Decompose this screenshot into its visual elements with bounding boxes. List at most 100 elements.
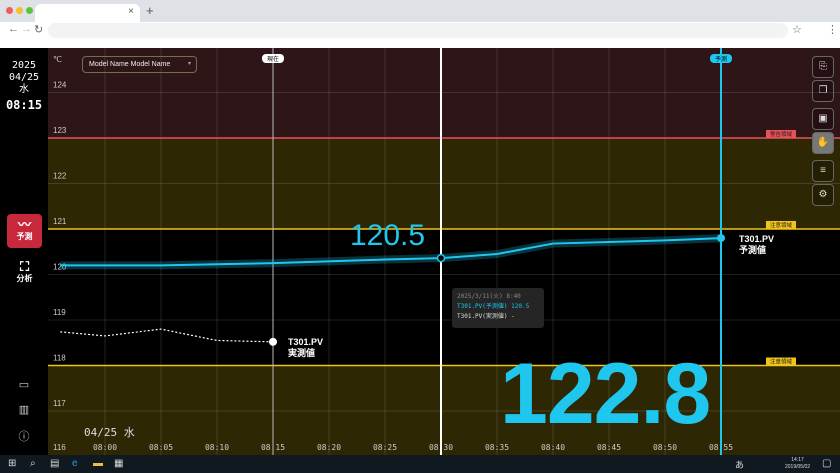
maximize-window-button[interactable] <box>26 7 33 14</box>
now-badge <box>262 54 284 63</box>
date-label: 04/25 水 <box>84 426 135 439</box>
model-select[interactable]: Model Name Model Name ▾ <box>82 56 197 73</box>
nav-bar: ← → ↻ ☆ ⋮ <box>0 22 840 39</box>
browser-tab[interactable]: × <box>35 4 140 22</box>
x-tick-label: 08:00 <box>93 443 117 452</box>
close-window-button[interactable] <box>6 7 13 14</box>
y-tick-label: 123 <box>53 126 67 135</box>
nav-forecast[interactable]: 〰 予測 <box>7 214 42 248</box>
tooltip: 2025/3/11(火) 8:40 T301.PV(予測値) 120.5 T30… <box>452 288 544 328</box>
tab-bar: × + <box>0 0 840 22</box>
zone-badge-label: 注意領域 <box>770 221 793 229</box>
forecast-badge <box>710 54 732 63</box>
store-icon[interactable]: ▦ <box>114 458 124 469</box>
forecast-sub: 予測値 <box>739 245 767 255</box>
x-tick-label: 08:20 <box>317 443 341 452</box>
taskbar: ⊞ ⌕ ▤ e ▬ ▦ あ 14:17 2019/05/02 ▢ <box>0 455 840 473</box>
task-view-icon[interactable]: ▤ <box>50 458 60 469</box>
current-value: 120.5 <box>350 219 426 252</box>
address-bar[interactable] <box>48 23 788 38</box>
x-tick-label: 08:05 <box>149 443 173 452</box>
chevron-down-icon: ▾ <box>187 61 191 67</box>
tooltip-forecast: T301.PV(予測値) 120.5 <box>457 303 530 310</box>
notification-icon[interactable]: ▢ <box>822 458 832 469</box>
forecast-end-point <box>717 234 725 243</box>
chat-icon[interactable]: ▭ <box>18 379 30 391</box>
zone-badge <box>766 130 796 138</box>
trend-line-icon: 〰 <box>17 217 31 232</box>
copy-icon[interactable]: ❐ <box>812 80 834 102</box>
edge-icon[interactable]: e <box>72 458 78 469</box>
x-tick-label: 08:10 <box>205 443 229 452</box>
focus-icon: ⛶ <box>19 259 30 274</box>
browser-chrome: × + ← → ↻ ☆ ⋮ <box>0 0 840 48</box>
search-icon[interactable]: ⌕ <box>30 458 36 469</box>
close-tab-icon[interactable]: × <box>128 6 134 17</box>
zone-badge <box>766 221 796 229</box>
actual-tag: T301.PV <box>288 337 324 347</box>
y-tick-label: 121 <box>53 217 67 226</box>
now-badge-label: 現在 <box>267 55 279 63</box>
frame-icon[interactable]: ▣ <box>812 108 834 130</box>
x-tick-label: 08:40 <box>541 443 565 452</box>
zone-badge <box>766 357 796 366</box>
hand-icon[interactable]: ✋ <box>812 132 834 154</box>
system-clock[interactable]: 14:17 2019/05/02 <box>785 457 810 471</box>
trend-chart[interactable]: 116 117 118 119 120 121 122 123 124 ℃ 08:00 08:05 08… <box>48 48 840 455</box>
menu-icon[interactable]: ⋮ <box>827 24 838 36</box>
forecast-badge-label: 予測 <box>715 55 727 63</box>
list-icon[interactable]: ≡ <box>812 160 834 182</box>
y-tick-label: 119 <box>53 308 66 317</box>
actual-series-label: T301.PV 実測値 <box>288 337 323 359</box>
cursor-point <box>436 253 446 263</box>
bookmark-icon[interactable]: ⎘ <box>812 56 834 78</box>
forecast-series-label: T301.PV 予測値 <box>739 234 774 256</box>
forward-icon[interactable]: → <box>21 23 32 35</box>
tray-date: 2019/05/02 <box>785 464 811 470</box>
x-tick-label: 08:50 <box>653 443 677 452</box>
zone-badge-label: 注意領域 <box>770 358 793 366</box>
minimize-window-button[interactable] <box>16 7 23 14</box>
warning-zone <box>48 48 840 138</box>
y-tick-label: 120 <box>53 263 67 272</box>
nav-analysis-label: 分析 <box>16 274 33 283</box>
sidebar: 2025 04/25 水 08:15 〰 予測 ⛶ 分析 ▭ ▥ ⓘ <box>0 48 48 455</box>
y-tick-label: 118 <box>53 354 66 363</box>
ime-indicator[interactable]: あ <box>735 460 745 470</box>
tooltip-actual: T301.PV(実測値) - <box>457 313 515 320</box>
big-value: 122.8 <box>500 346 711 442</box>
windows-start-icon[interactable]: ⊞ <box>8 458 17 469</box>
x-tick-label: 08:25 <box>373 443 397 452</box>
y-tick-label: 122 <box>53 172 67 181</box>
explorer-icon[interactable]: ▬ <box>93 458 103 469</box>
forecast-tag: T301.PV <box>739 234 775 244</box>
bar-chart-icon[interactable]: ▥ <box>18 404 30 416</box>
weekday: 水 <box>19 84 29 95</box>
y-tick-label: 124 <box>53 81 67 90</box>
actual-series <box>60 328 274 343</box>
new-tab-button[interactable]: + <box>146 3 154 18</box>
year: 2025 <box>11 60 37 71</box>
nav-analysis[interactable]: ⛶ 分析 <box>7 256 42 290</box>
date: 04/25 <box>8 72 40 83</box>
toolbar: ⎘ ❐ ▣ ✋ ≡ ⚙ <box>812 56 834 208</box>
back-icon[interactable]: ← <box>8 23 19 35</box>
tray-time: 14:17 <box>791 457 804 463</box>
help-icon[interactable]: ⓘ <box>18 431 30 443</box>
app: 116 117 118 119 120 121 122 123 124 ℃ 08:00 08:05 08… <box>0 48 840 455</box>
nav-forecast-label: 予測 <box>16 232 33 241</box>
y-axis-unit: ℃ <box>53 55 62 64</box>
bookmark-star-icon[interactable]: ☆ <box>792 24 802 36</box>
clock: 08:15 <box>5 98 43 112</box>
zone-badge-label: 警告領域 <box>770 130 793 138</box>
reload-icon[interactable]: ↻ <box>34 24 44 36</box>
y-tick-label: 117 <box>53 399 66 408</box>
gear-icon[interactable]: ⚙ <box>812 184 834 206</box>
actual-end-point <box>269 337 277 346</box>
caution-zone-lower <box>48 365 840 455</box>
caution-zone-upper <box>48 138 840 229</box>
tooltip-time: 2025/3/11(火) 8:40 <box>457 293 521 300</box>
model-select-value: Model Name Model Name <box>89 61 171 68</box>
x-tick-label: 08:35 <box>485 443 509 452</box>
actual-sub: 実測値 <box>288 348 316 358</box>
